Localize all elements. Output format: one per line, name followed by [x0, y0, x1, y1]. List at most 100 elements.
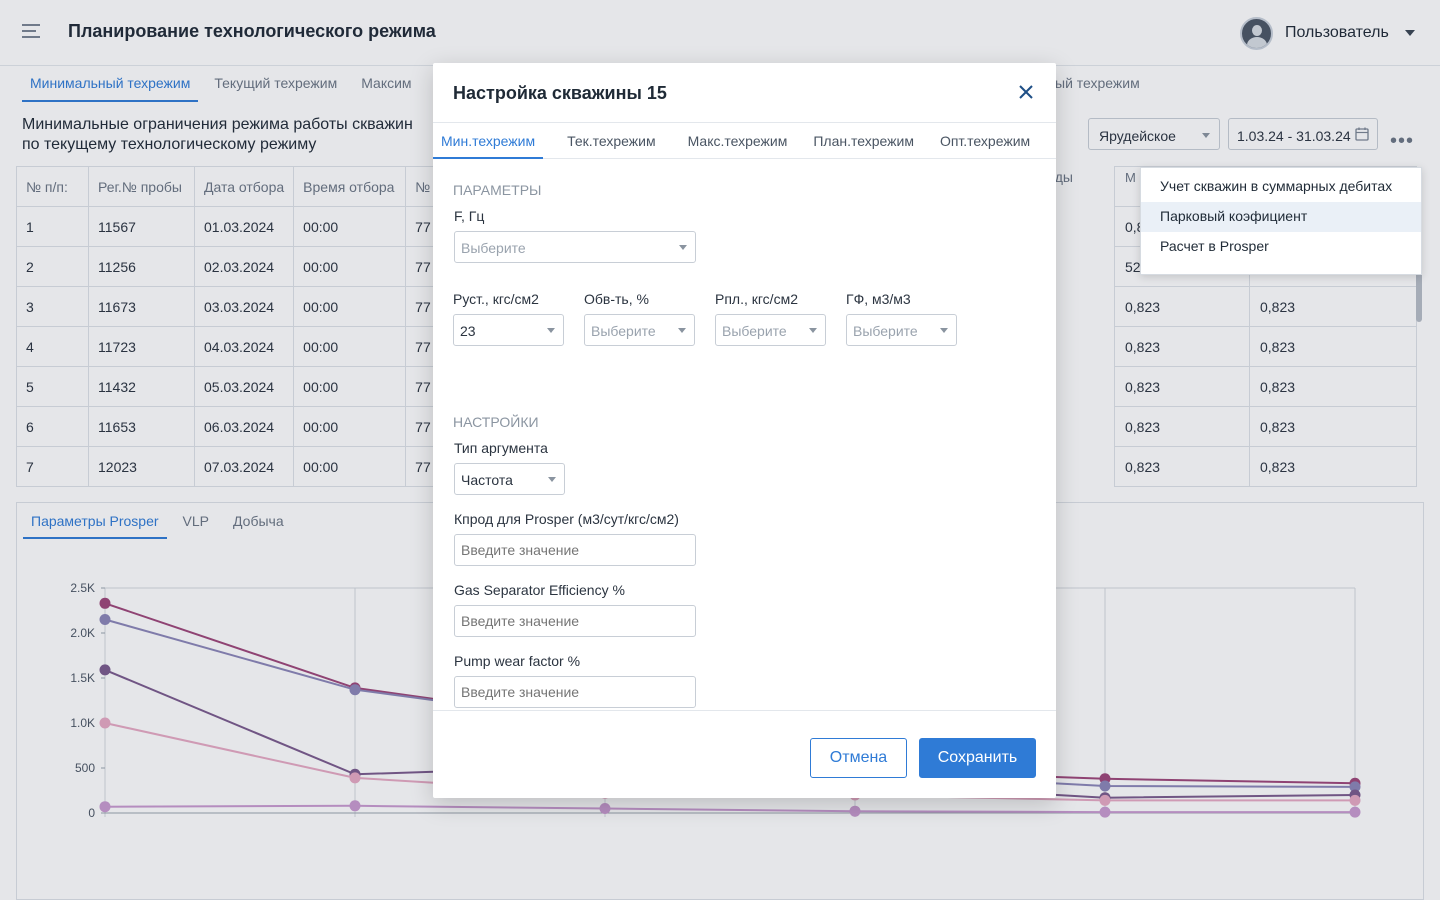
- main-tabs: Минимальный техрежим Текущий техрежим Ма…: [22, 66, 428, 102]
- data-point: [349, 684, 361, 696]
- table-row[interactable]: 6 11653 06.03.2024 00:00 77: [16, 406, 447, 447]
- cell: 02.03.2024: [193, 246, 295, 287]
- menu-item-prosper-calc[interactable]: Расчет в Prosper: [1160, 238, 1269, 254]
- chevron-down-icon: [809, 328, 817, 333]
- data-point: [1099, 806, 1111, 818]
- tab-min-regime[interactable]: Минимальный техрежим: [22, 66, 199, 102]
- col-header[interactable]: № п/п:: [16, 166, 89, 207]
- table-row[interactable]: 0,823 0,823: [1114, 446, 1417, 487]
- table-row[interactable]: 5 11432 05.03.2024 00:00 77: [16, 366, 447, 407]
- col-header[interactable]: Время отбора: [293, 166, 407, 207]
- data-point: [349, 772, 361, 784]
- cancel-button[interactable]: Отмена: [810, 738, 907, 778]
- pwf-input[interactable]: [454, 676, 696, 708]
- tab-opt-regime[interactable]: ый техрежим: [1055, 75, 1140, 91]
- cell: 07.03.2024: [193, 446, 295, 487]
- cell: 6: [16, 406, 89, 447]
- more-icon[interactable]: •••: [1390, 130, 1415, 152]
- panel-tabs: Параметры Prosper VLP Добыча: [23, 503, 300, 539]
- samples-table: № п/п: Рег.№ пробы Дата отбора Время отб…: [16, 166, 447, 487]
- cell: 0,823: [1249, 366, 1417, 407]
- calendar-icon: [1355, 127, 1369, 141]
- cell: 11673: [88, 286, 195, 327]
- gf-label: ГФ, м3/м3: [846, 291, 911, 307]
- p-pl-select[interactable]: Выберите: [715, 314, 826, 346]
- date-range-picker[interactable]: 1.03.24 - 31.03.24: [1228, 118, 1378, 150]
- chevron-down-icon: [679, 245, 687, 250]
- p-pl-label: Рпл., кгс/см2: [715, 291, 798, 307]
- close-icon[interactable]: [1015, 81, 1037, 103]
- tab-current-regime[interactable]: Текущий техрежим: [214, 75, 338, 91]
- save-button[interactable]: Сохранить: [919, 738, 1036, 778]
- pwf-label: Pump wear factor %: [454, 653, 581, 669]
- table-row[interactable]: 2 11256 02.03.2024 00:00 77: [16, 246, 447, 287]
- gse-label: Gas Separator Efficiency %: [454, 582, 625, 598]
- data-point: [99, 664, 111, 676]
- table-row[interactable]: 1 11567 01.03.2024 00:00 77: [16, 206, 447, 247]
- p-ust-select[interactable]: 23: [453, 314, 564, 346]
- cell: 00:00: [293, 446, 407, 487]
- tab-plan[interactable]: План.техрежим: [813, 133, 914, 149]
- field-select-value: Ярудейское: [1099, 128, 1176, 144]
- cell: 04.03.2024: [193, 326, 295, 367]
- data-point: [99, 614, 111, 625]
- data-point: [599, 803, 611, 814]
- col-header[interactable]: Дата отбора: [193, 166, 295, 207]
- tab-prosper-params[interactable]: Параметры Prosper: [23, 503, 167, 539]
- cell: 0,823: [1114, 446, 1250, 487]
- chevron-down-icon: [678, 328, 686, 333]
- y-tick-label: 1.5K: [70, 671, 95, 685]
- cell: 0,823: [1114, 326, 1250, 367]
- table-row[interactable]: 0,823 0,823: [1114, 366, 1417, 407]
- more-menu: Учет скважин в суммарных дебитах Парковы…: [1140, 167, 1422, 275]
- cell: 1: [16, 206, 89, 247]
- f-select[interactable]: Выберите: [454, 231, 696, 263]
- table-row[interactable]: 0,823 0,823: [1114, 326, 1417, 367]
- table-scrollbar[interactable]: [1416, 270, 1422, 322]
- col-header[interactable]: Рег.№ пробы: [88, 166, 195, 207]
- kprod-input[interactable]: [454, 534, 696, 566]
- arg-type-select[interactable]: Частота: [454, 463, 565, 495]
- menu-icon[interactable]: [22, 24, 40, 38]
- table-row[interactable]: 0,823 0,823: [1114, 406, 1417, 447]
- tab-cur[interactable]: Тек.техрежим: [567, 133, 656, 149]
- p-ust-value: 23: [460, 323, 476, 339]
- tab-production[interactable]: Добыча: [233, 513, 284, 529]
- data-point: [1349, 806, 1361, 818]
- data-point: [1099, 780, 1111, 792]
- data-point: [1349, 781, 1361, 793]
- cell: 05.03.2024: [193, 366, 295, 407]
- cell: 00:00: [293, 286, 407, 327]
- top-bar: Планирование технологического режима Пол…: [0, 0, 1440, 66]
- data-point: [1349, 794, 1361, 806]
- tab-max-regime[interactable]: Максим: [361, 75, 412, 91]
- obv-placeholder: Выберите: [591, 323, 656, 339]
- data-point: [349, 800, 361, 812]
- p-pl-placeholder: Выберите: [722, 323, 787, 339]
- tab-vlp[interactable]: VLP: [182, 513, 210, 529]
- data-point: [1099, 794, 1111, 806]
- data-point: [99, 597, 111, 609]
- tab-min[interactable]: Мин.техрежим: [433, 123, 544, 159]
- user-name: Пользователь: [1285, 24, 1389, 41]
- data-point: [849, 805, 861, 817]
- gse-input[interactable]: [454, 605, 696, 637]
- cell: 06.03.2024: [193, 406, 295, 447]
- menu-item-wells-accounting[interactable]: Учет скважин в суммарных дебитах: [1160, 178, 1393, 194]
- field-select[interactable]: Ярудейское: [1088, 118, 1220, 150]
- tab-max[interactable]: Макс.техрежим: [687, 133, 788, 149]
- cell: 12023: [88, 446, 195, 487]
- table-row[interactable]: 0,823 0,823: [1114, 286, 1417, 327]
- obv-select[interactable]: Выберите: [584, 314, 695, 346]
- data-point: [99, 717, 111, 729]
- tab-opt[interactable]: Опт.техрежим: [939, 133, 1031, 149]
- modal-title: Настройка скважины 15: [453, 83, 667, 103]
- user-menu[interactable]: Пользователь: [1240, 16, 1415, 50]
- cell: 11432: [88, 366, 195, 407]
- chevron-down-icon: [940, 328, 948, 333]
- page-subtitle: Минимальные ограничения режима работы ск…: [22, 116, 413, 153]
- gf-select[interactable]: Выберите: [846, 314, 957, 346]
- menu-item-park-coefficient[interactable]: Парковый коэфициент: [1141, 202, 1421, 232]
- cell: 0,823: [1249, 286, 1417, 327]
- cell: 00:00: [293, 406, 407, 447]
